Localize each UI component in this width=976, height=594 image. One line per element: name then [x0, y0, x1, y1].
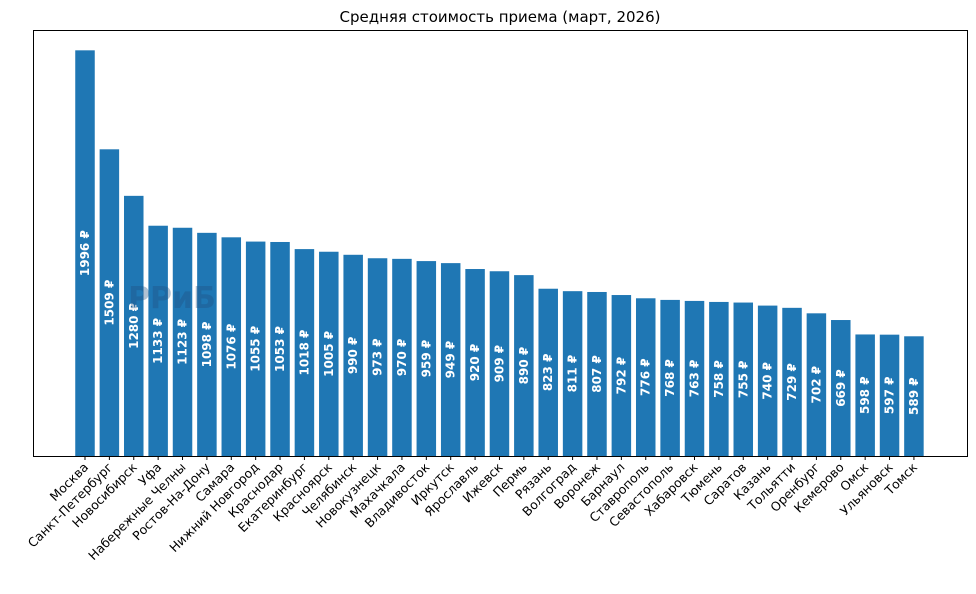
bar	[709, 301, 729, 456]
bar	[806, 313, 827, 456]
bar	[660, 299, 680, 456]
bar	[392, 258, 412, 456]
bar-value-label: 811 ₽	[566, 355, 580, 393]
bar	[757, 305, 778, 456]
watermark-logo: РРиБ	[128, 281, 216, 316]
bar	[782, 307, 802, 456]
bar-value-label: 597 ₽	[883, 377, 897, 415]
bar	[416, 261, 437, 456]
bar	[684, 300, 705, 456]
bar	[489, 271, 510, 456]
bar	[538, 288, 558, 456]
bar-value-label: 740 ₽	[761, 362, 775, 400]
chart-title: Средняя стоимость приема (март, 2026)	[340, 8, 661, 26]
bar	[611, 295, 632, 456]
bar-value-label: 758 ₽	[712, 360, 726, 398]
bar-value-label: 763 ₽	[688, 360, 702, 398]
bar	[221, 237, 242, 456]
bar-value-label: 1133 ₽	[151, 318, 165, 364]
bar-value-label: 990 ₽	[346, 337, 360, 375]
bar	[245, 241, 266, 456]
bar-value-label: 776 ₽	[639, 358, 653, 396]
bar	[148, 225, 168, 456]
bar	[197, 232, 217, 456]
bar	[855, 334, 875, 456]
bar	[270, 241, 290, 456]
bar-value-label: 589 ₽	[907, 377, 921, 415]
bar	[514, 275, 534, 456]
bar-value-label: 792 ₽	[614, 357, 628, 395]
bar-value-label: 1053 ₽	[273, 326, 287, 372]
bar-value-label: 959 ₽	[419, 340, 433, 378]
bar	[75, 50, 95, 456]
bar	[99, 149, 120, 456]
bar	[635, 298, 656, 456]
bar-value-label: 920 ₽	[468, 344, 482, 382]
bar-value-label: 909 ₽	[492, 345, 506, 383]
bar-value-label: 702 ₽	[809, 366, 823, 404]
bar	[879, 334, 900, 456]
bar	[172, 227, 193, 456]
bar-value-label: 729 ₽	[785, 363, 799, 401]
bar-value-label: 1098 ₽	[200, 321, 214, 367]
bar-value-label: 1996 ₽	[78, 230, 92, 276]
bar	[294, 249, 315, 456]
bar-value-label: 1123 ₽	[176, 319, 190, 365]
bar-value-label: 890 ₽	[517, 347, 531, 385]
bar-value-label: 768 ₽	[663, 359, 677, 397]
bar	[904, 336, 924, 456]
bar-value-label: 1018 ₽	[297, 330, 311, 376]
bar-value-label: 807 ₽	[590, 355, 604, 393]
bar-value-label: 1509 ₽	[102, 280, 116, 326]
bar	[319, 251, 339, 456]
bar	[587, 291, 607, 456]
bar	[440, 263, 461, 456]
bar-value-label: 823 ₽	[541, 354, 555, 392]
bar	[343, 254, 363, 456]
bar	[562, 291, 583, 456]
bar-value-label: 669 ₽	[834, 369, 848, 407]
plot-frame	[33, 30, 968, 457]
bar-value-label: 1005 ₽	[322, 331, 336, 377]
bar	[831, 320, 851, 456]
bar-value-label: 1076 ₽	[224, 324, 238, 370]
bar	[733, 302, 754, 456]
bar-value-label: 1280 ₽	[127, 303, 141, 349]
bar-value-label: 598 ₽	[858, 376, 872, 414]
bar	[465, 269, 485, 456]
bar-value-label: 973 ₽	[371, 338, 385, 376]
bar-value-label: 949 ₽	[444, 341, 458, 379]
bar-value-label: 1055 ₽	[249, 326, 263, 372]
bar	[124, 195, 144, 456]
bar-value-label: 755 ₽	[736, 360, 750, 398]
bar	[367, 258, 388, 456]
bar-value-label: 970 ₽	[395, 339, 409, 377]
